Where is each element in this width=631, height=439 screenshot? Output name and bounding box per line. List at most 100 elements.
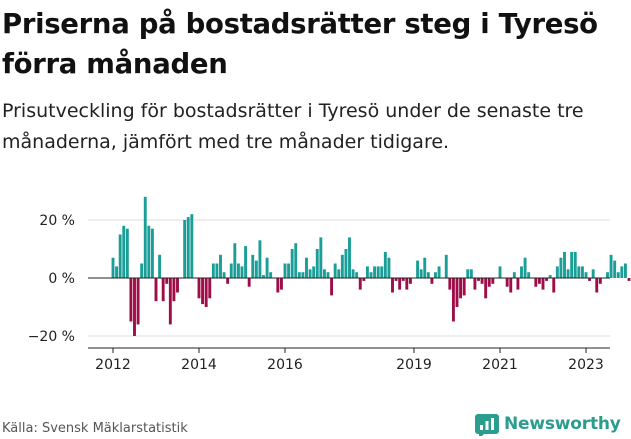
bar xyxy=(480,278,484,284)
bar xyxy=(355,272,359,278)
bar xyxy=(315,249,319,278)
bar xyxy=(462,278,466,296)
bar xyxy=(391,278,394,293)
bar xyxy=(150,228,154,278)
bar xyxy=(236,263,240,278)
bar xyxy=(580,266,584,278)
newsworthy-logo[interactable]: Newsworthy xyxy=(475,410,621,438)
bar xyxy=(219,254,222,278)
bar xyxy=(405,278,409,290)
bar xyxy=(573,251,577,278)
bar xyxy=(215,263,219,278)
bar xyxy=(383,251,387,278)
bar xyxy=(398,278,402,290)
bar xyxy=(598,278,602,284)
bar xyxy=(613,260,617,278)
axes: 20 % 0 % −20 % 2012 2014 2016 2019 2021 2023 xyxy=(28,213,610,373)
bar xyxy=(401,278,405,281)
bar xyxy=(459,278,463,299)
bar xyxy=(484,278,488,299)
y-tick-label: 0 % xyxy=(48,271,75,287)
bar xyxy=(312,266,316,278)
bar xyxy=(616,272,620,278)
bar xyxy=(279,278,283,290)
bars xyxy=(111,196,631,336)
bar xyxy=(165,278,169,284)
bar xyxy=(416,260,420,278)
bar xyxy=(430,278,434,284)
bar xyxy=(620,266,624,278)
bar xyxy=(308,269,312,278)
bar xyxy=(344,249,348,278)
bar xyxy=(537,278,541,284)
bar xyxy=(201,278,205,305)
bar xyxy=(595,278,599,293)
x-tick-label: 2016 xyxy=(267,357,303,373)
bar xyxy=(451,278,455,322)
bar xyxy=(351,269,355,278)
x-tick-label: 2021 xyxy=(482,357,518,373)
bar xyxy=(516,278,520,290)
bar xyxy=(487,278,491,287)
bar xyxy=(541,278,545,290)
bar xyxy=(161,278,165,302)
bar xyxy=(606,272,609,278)
bar xyxy=(520,266,523,278)
bar xyxy=(118,234,122,278)
bar xyxy=(498,266,502,278)
bar xyxy=(147,225,151,278)
bar xyxy=(183,220,187,278)
bar xyxy=(276,278,280,293)
bar xyxy=(290,249,294,278)
bar xyxy=(247,278,251,287)
bar xyxy=(265,257,269,278)
bar xyxy=(358,278,362,290)
bar xyxy=(469,269,473,278)
bar xyxy=(380,266,384,278)
bar xyxy=(254,260,258,278)
bar xyxy=(545,278,549,281)
bar xyxy=(376,266,380,278)
bar xyxy=(444,254,448,278)
bar xyxy=(287,263,291,278)
bar xyxy=(394,278,398,281)
bar xyxy=(527,272,531,278)
bar xyxy=(197,278,201,299)
bar xyxy=(588,278,592,281)
bar xyxy=(168,278,172,325)
bar xyxy=(509,278,513,293)
bar xyxy=(319,237,323,278)
bar xyxy=(322,269,326,278)
bar xyxy=(609,254,613,278)
bar xyxy=(176,278,179,293)
newsworthy-logo-icon xyxy=(475,414,499,436)
source-label: Källa: Svensk Mäklarstatistik xyxy=(2,421,188,436)
bar xyxy=(365,266,369,278)
y-tick-label: 20 % xyxy=(39,213,75,229)
bar xyxy=(133,278,136,336)
x-tick-label: 2014 xyxy=(181,357,217,373)
bar xyxy=(233,243,237,278)
bar xyxy=(115,266,119,278)
bar xyxy=(208,278,212,299)
bar xyxy=(240,266,244,278)
newsworthy-logo-text: Newsworthy xyxy=(504,414,621,434)
bar xyxy=(154,278,158,302)
bar xyxy=(258,240,262,278)
bar xyxy=(294,243,298,278)
bar xyxy=(455,278,459,307)
bar xyxy=(125,228,129,278)
bar xyxy=(330,278,334,296)
bar xyxy=(129,278,133,322)
bar xyxy=(229,263,233,278)
bar xyxy=(326,272,330,278)
bar xyxy=(477,278,480,281)
bar xyxy=(226,278,230,284)
bar xyxy=(408,278,412,284)
bar xyxy=(570,251,574,278)
chart-title: Priserna på bostadsrätter steg i Tyresö … xyxy=(2,8,598,80)
bar xyxy=(448,278,452,290)
bar xyxy=(563,251,566,278)
bar xyxy=(262,275,265,278)
